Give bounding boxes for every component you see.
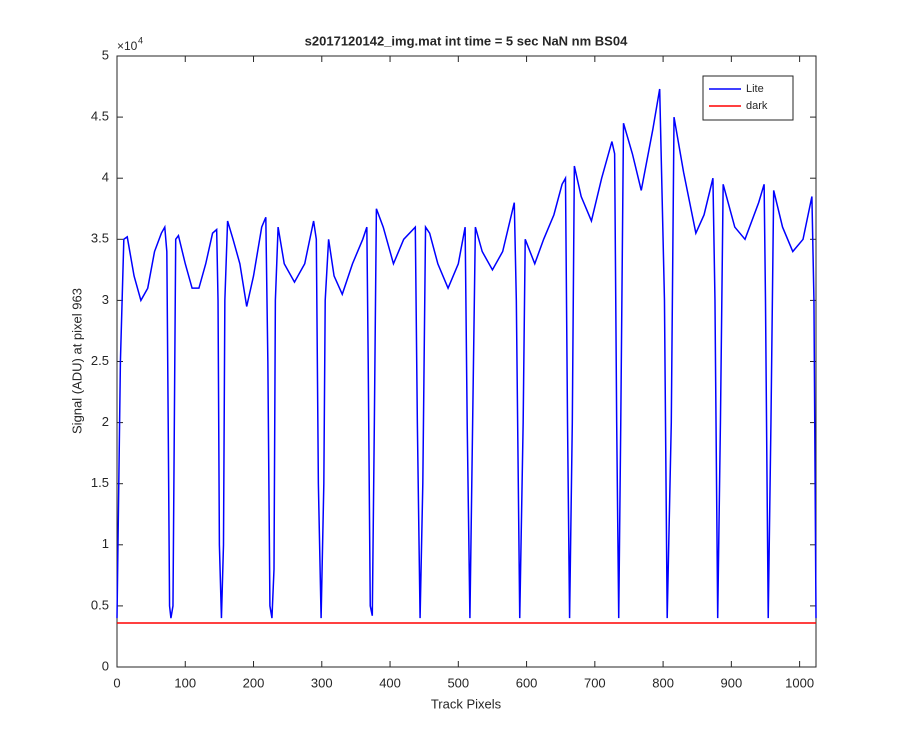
y-tick-label: 0.5 xyxy=(91,597,109,612)
data-line xyxy=(116,88,817,619)
y-tick-label: 4 xyxy=(102,170,109,185)
x-tick-label: 200 xyxy=(243,675,265,690)
y-tick-label: 4.5 xyxy=(91,109,109,124)
x-tick-label: 300 xyxy=(311,675,333,690)
y-tick-label: 2 xyxy=(102,414,109,429)
y-tick-label: 1.5 xyxy=(91,475,109,490)
legend-box xyxy=(702,75,794,121)
x-tick-label: 800 xyxy=(652,675,674,690)
x-tick-label: 600 xyxy=(516,675,538,690)
y-axis-label: Signal (ADU) at pixel 963 xyxy=(69,288,84,434)
x-tick-label: 100 xyxy=(174,675,196,690)
y-multiplier: ×10 xyxy=(117,39,138,53)
x-tick-label: 500 xyxy=(447,675,469,690)
x-tick-label: 700 xyxy=(584,675,606,690)
x-tick-label: 1000 xyxy=(785,675,814,690)
x-tick-label: 0 xyxy=(113,675,120,690)
x-tick-label: 400 xyxy=(379,675,401,690)
y-tick-label: 3.5 xyxy=(91,231,109,246)
x-tick-label: 900 xyxy=(721,675,743,690)
y-tick-label: 2.5 xyxy=(91,353,109,368)
chart-title: s2017120142_img.mat int time = 5 sec NaN… xyxy=(305,33,628,48)
legend-label: dark xyxy=(746,100,768,112)
x-axis-label: Track Pixels xyxy=(431,696,502,711)
y-multiplier-exponent: 4 xyxy=(138,35,143,45)
y-tick-label: 0 xyxy=(102,658,109,673)
legend-label: Lite xyxy=(746,83,764,95)
y-tick-label: 5 xyxy=(102,47,109,62)
y-tick-label: 3 xyxy=(102,292,109,307)
y-tick-label: 1 xyxy=(102,536,109,551)
